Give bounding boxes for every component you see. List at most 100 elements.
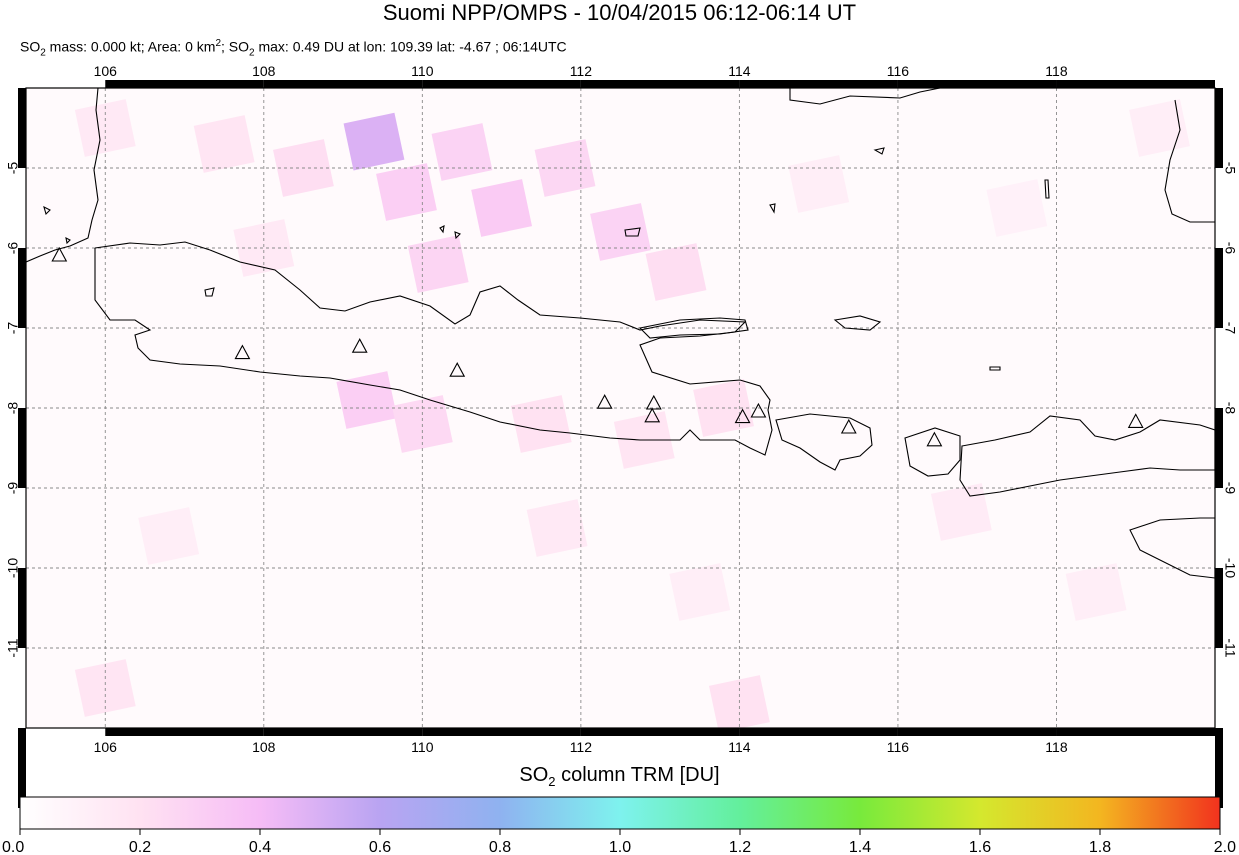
colorbar-tick-label: 1.8 — [1089, 839, 1111, 855]
coastline-lombok — [904, 427, 961, 477]
lat-tick-label-left: -8 — [5, 402, 21, 415]
lon-tick-label-top: 110 — [411, 63, 434, 79]
lat-tick-label-right: -11 — [1222, 638, 1238, 657]
border-bar-left — [18, 728, 26, 808]
lon-tick-label-top: 106 — [94, 63, 118, 79]
so2-cell — [534, 139, 596, 197]
lon-tick-label-bottom: 110 — [411, 739, 434, 755]
lat-tick-label-left: -7 — [5, 322, 21, 335]
lon-tick-label-top: 112 — [570, 63, 593, 79]
border-bar-right — [1215, 408, 1223, 488]
so2-cell — [1129, 99, 1190, 157]
so2-cell — [708, 675, 770, 728]
plot-title: Suomi NPP/OMPS - 10/04/2015 06:12-06:14 … — [382, 0, 857, 25]
coastline-java — [94, 241, 773, 456]
coastline-islet — [989, 366, 1001, 371]
lat-tick-label-right: -9 — [1222, 482, 1238, 495]
coastline-islet — [454, 231, 461, 240]
coastline-bali — [775, 413, 873, 471]
so2-cell — [510, 395, 572, 453]
colorbar-tick-label: 1.2 — [729, 839, 751, 855]
coastline-islet — [1044, 179, 1050, 199]
colorbar-title: SO2 column TRM [DU] — [519, 764, 720, 789]
border-bar-top — [897, 80, 1057, 88]
coastlines — [26, 88, 1215, 579]
lat-tick-label-right: -7 — [1222, 322, 1238, 335]
lon-tick-label-bottom: 112 — [570, 739, 593, 755]
volcano-marker — [1127, 413, 1144, 428]
so2-cell — [193, 115, 255, 173]
border-bar-left — [18, 88, 26, 168]
lat-tick-label-left: -6 — [5, 242, 21, 255]
border-bar-bottom — [739, 728, 898, 736]
plot-subtitle: SO2 mass: 0.000 kt; Area: 0 km2; SO2 max… — [20, 38, 567, 59]
border-bar-bottom — [580, 728, 740, 736]
lat-tick-label-left: -10 — [5, 558, 21, 578]
lon-tick-label-bottom: 106 — [94, 739, 118, 755]
lat-tick-label-right: -8 — [1222, 402, 1238, 415]
lon-tick-label-bottom: 118 — [1045, 739, 1068, 755]
so2-cell — [788, 155, 850, 213]
colorbar-tick-label: 0.6 — [369, 839, 391, 855]
volcano-marker — [645, 394, 662, 410]
border-bar-top — [580, 80, 740, 88]
border-bar-top — [263, 80, 423, 88]
so2-cell — [930, 483, 992, 541]
lon-tick-label-top: 108 — [252, 63, 276, 79]
border-bar-left — [18, 568, 26, 648]
so2-cell — [233, 219, 295, 277]
so2-cell — [376, 163, 437, 221]
colorbar — [19, 796, 1221, 830]
border-bar-bottom — [897, 728, 1057, 736]
border-bar-left — [18, 248, 26, 328]
border-bar-right — [1215, 568, 1223, 648]
map-border-bars — [18, 80, 1223, 808]
lat-tick-label-right: -5 — [1222, 162, 1238, 175]
colorbar-ticks: 0.0 0.2 0.4 0.6 0.8 1.0 1.2 1.4 1.6 1.8 2.0 — [2, 829, 1236, 855]
volcano-marker — [734, 408, 751, 424]
so2-cell — [74, 99, 136, 157]
so2-cell — [669, 563, 731, 621]
coastline-sumatra — [26, 88, 101, 263]
lon-tick-label-top: 114 — [728, 63, 751, 79]
volcano-marker — [926, 431, 943, 447]
so2-cell — [343, 112, 405, 171]
border-bar-right — [1215, 728, 1223, 808]
coastline-bawean — [624, 227, 641, 237]
colorbar-tick-label: 1.4 — [849, 839, 871, 855]
volcano-marker — [596, 394, 613, 409]
border-bar-right — [1215, 88, 1223, 168]
volcano-marker — [644, 407, 661, 423]
so2-cell — [590, 203, 651, 261]
lon-tick-label-bottom: 108 — [252, 739, 276, 755]
lat-tick-label-left: -5 — [5, 162, 21, 175]
border-bar-top — [1056, 80, 1215, 88]
coastline-islet — [204, 287, 215, 297]
coastline-islet — [769, 203, 776, 214]
colorbar-tick-label: 1.0 — [609, 839, 631, 855]
lon-tick-label-bottom: 114 — [728, 739, 751, 755]
colorbar-tick-label: 0.0 — [2, 839, 24, 855]
lat-tick-label-left: -11 — [5, 638, 21, 657]
coastline-islet — [873, 147, 885, 155]
lon-tick-label-bottom: 116 — [887, 739, 910, 755]
lat-tick-label-left: -9 — [5, 482, 21, 495]
coastline-sumbawa — [959, 415, 1215, 497]
so2-cell — [526, 499, 588, 557]
colorbar-tick-label: 0.2 — [129, 839, 151, 855]
coastline-islet — [439, 225, 445, 234]
volcano-marker — [750, 402, 767, 418]
colorbar-tick-label: 0.4 — [249, 839, 271, 855]
colorbar-tick-label: 0.8 — [489, 839, 511, 855]
so2-cell — [138, 507, 200, 565]
coastline-madura — [638, 317, 749, 339]
coastline-sumba — [1129, 517, 1215, 579]
volcano-marker — [351, 338, 368, 353]
coastline-islet — [43, 205, 51, 216]
coastline-kangean — [833, 315, 882, 331]
lat-tick-label-right: -10 — [1222, 558, 1238, 578]
lon-tick-label-top: 118 — [1045, 63, 1068, 79]
gridlines — [26, 88, 1215, 728]
coastline-islet — [65, 237, 71, 245]
